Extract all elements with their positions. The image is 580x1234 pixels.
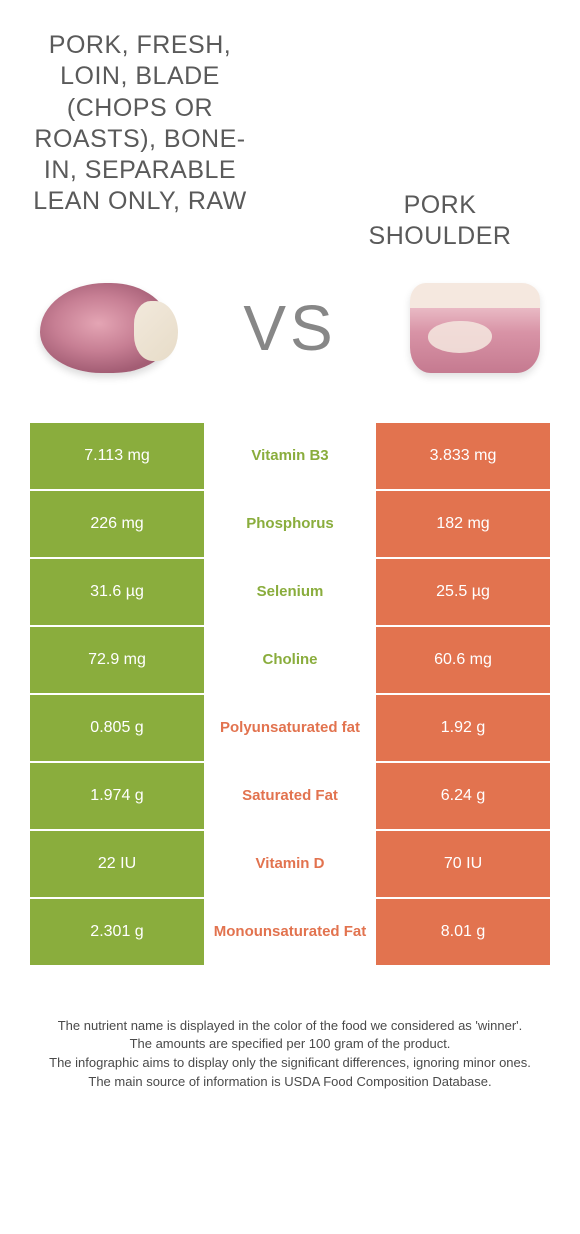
nutrient-name: Selenium: [204, 559, 376, 625]
table-row: 2.301 gMonounsaturated Fat8.01 g: [30, 899, 550, 967]
nutrient-name: Vitamin D: [204, 831, 376, 897]
vs-label: VS: [243, 291, 336, 365]
header: Pork, fresh, loin, blade (chops or roast…: [0, 0, 580, 263]
value-right: 25.5 µg: [376, 559, 550, 625]
food-image-right: [400, 273, 550, 383]
footer-line: The main source of information is USDA F…: [30, 1073, 550, 1092]
nutrient-name: Vitamin B3: [204, 423, 376, 489]
value-right: 182 mg: [376, 491, 550, 557]
comparison-table: 7.113 mgVitamin B33.833 mg226 mgPhosphor…: [30, 423, 550, 967]
table-row: 226 mgPhosphorus182 mg: [30, 491, 550, 559]
value-right: 6.24 g: [376, 763, 550, 829]
nutrient-name: Monounsaturated Fat: [204, 899, 376, 965]
nutrient-name: Saturated Fat: [204, 763, 376, 829]
value-left: 2.301 g: [30, 899, 204, 965]
table-row: 0.805 gPolyunsaturated fat1.92 g: [30, 695, 550, 763]
food-title-left: Pork, fresh, loin, blade (chops or roast…: [30, 30, 250, 218]
value-right: 3.833 mg: [376, 423, 550, 489]
value-right: 1.92 g: [376, 695, 550, 761]
table-row: 7.113 mgVitamin B33.833 mg: [30, 423, 550, 491]
table-row: 31.6 µgSelenium25.5 µg: [30, 559, 550, 627]
value-left: 0.805 g: [30, 695, 204, 761]
nutrient-name: Phosphorus: [204, 491, 376, 557]
vs-row: VS: [0, 263, 580, 413]
value-left: 31.6 µg: [30, 559, 204, 625]
value-right: 70 IU: [376, 831, 550, 897]
table-row: 22 IUVitamin D70 IU: [30, 831, 550, 899]
food-image-left: [30, 273, 180, 383]
nutrient-name: Polyunsaturated fat: [204, 695, 376, 761]
value-left: 226 mg: [30, 491, 204, 557]
footer-line: The infographic aims to display only the…: [30, 1054, 550, 1073]
value-right: 60.6 mg: [376, 627, 550, 693]
footer-notes: The nutrient name is displayed in the co…: [0, 967, 580, 1092]
footer-line: The amounts are specified per 100 gram o…: [30, 1035, 550, 1054]
table-row: 72.9 mgCholine60.6 mg: [30, 627, 550, 695]
value-left: 72.9 mg: [30, 627, 204, 693]
value-left: 7.113 mg: [30, 423, 204, 489]
value-left: 22 IU: [30, 831, 204, 897]
value-left: 1.974 g: [30, 763, 204, 829]
nutrient-name: Choline: [204, 627, 376, 693]
table-row: 1.974 gSaturated Fat6.24 g: [30, 763, 550, 831]
footer-line: The nutrient name is displayed in the co…: [30, 1017, 550, 1036]
food-title-right: Pork shoulder: [330, 30, 550, 253]
value-right: 8.01 g: [376, 899, 550, 965]
